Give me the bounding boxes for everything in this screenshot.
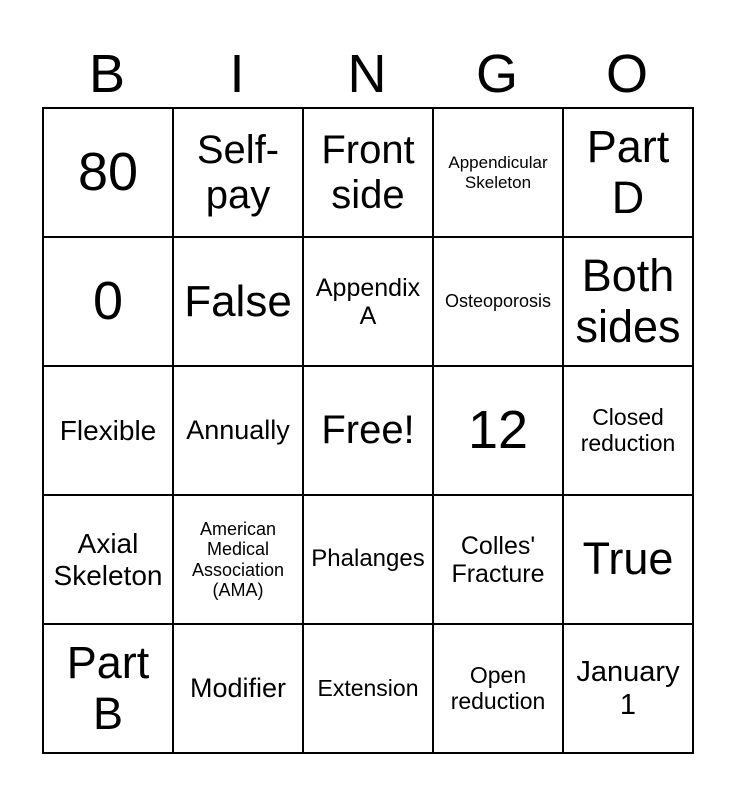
bingo-cell[interactable]: False	[172, 236, 304, 367]
bingo-cell[interactable]: Colles' Fracture	[432, 494, 564, 625]
bingo-cell[interactable]: Phalanges	[302, 494, 434, 625]
bingo-cell[interactable]: Both sides	[562, 236, 694, 367]
bingo-row: Part B Modifier Extension Open reduction…	[42, 623, 694, 754]
bingo-header-letter-g: G	[475, 44, 518, 104]
bingo-cell[interactable]: Annually	[172, 365, 304, 496]
bingo-cell[interactable]: Extension	[302, 623, 434, 754]
bingo-cell[interactable]: January 1	[562, 623, 694, 754]
free-space-cell[interactable]: Free!	[302, 365, 434, 496]
bingo-cell[interactable]: 0	[42, 236, 174, 367]
bingo-header-letter-n: N	[347, 44, 387, 104]
bingo-cell[interactable]: Appendicular Skeleton	[432, 107, 564, 238]
bingo-cell[interactable]: Flexible	[42, 365, 174, 496]
bingo-row: Axial Skeleton American Medical Associat…	[42, 494, 694, 625]
bingo-cell[interactable]: 80	[42, 107, 174, 238]
bingo-header: B I N G O	[42, 0, 692, 107]
bingo-cell[interactable]: American Medical Association (AMA)	[172, 494, 304, 625]
bingo-cell[interactable]: Part D	[562, 107, 694, 238]
bingo-cell[interactable]: Modifier	[172, 623, 304, 754]
bingo-header-letter-b: B	[88, 44, 126, 104]
bingo-cell[interactable]: Appendix A	[302, 236, 434, 367]
bingo-cell[interactable]: Self-pay	[172, 107, 304, 238]
bingo-cell[interactable]: 12	[432, 365, 564, 496]
bingo-cell[interactable]: Axial Skeleton	[42, 494, 174, 625]
bingo-grid: 80 Self-pay Front side Appendicular Skel…	[42, 107, 694, 754]
bingo-header-letter-i: I	[229, 44, 245, 104]
bingo-cell[interactable]: Osteoporosis	[432, 236, 564, 367]
bingo-cell[interactable]: Front side	[302, 107, 434, 238]
bingo-cell[interactable]: Closed reduction	[562, 365, 694, 496]
bingo-cell[interactable]: Open reduction	[432, 623, 564, 754]
bingo-row: 80 Self-pay Front side Appendicular Skel…	[42, 107, 694, 238]
bingo-row: 0 False Appendix A Osteoporosis Both sid…	[42, 236, 694, 367]
bingo-cell[interactable]: True	[562, 494, 694, 625]
bingo-header-letter-o: O	[605, 44, 648, 104]
bingo-card: B I N G O 80 Self-pay Front side Appendi…	[42, 0, 694, 754]
bingo-cell[interactable]: Part B	[42, 623, 174, 754]
bingo-row: Flexible Annually Free! 12 Closed reduct…	[42, 365, 694, 496]
